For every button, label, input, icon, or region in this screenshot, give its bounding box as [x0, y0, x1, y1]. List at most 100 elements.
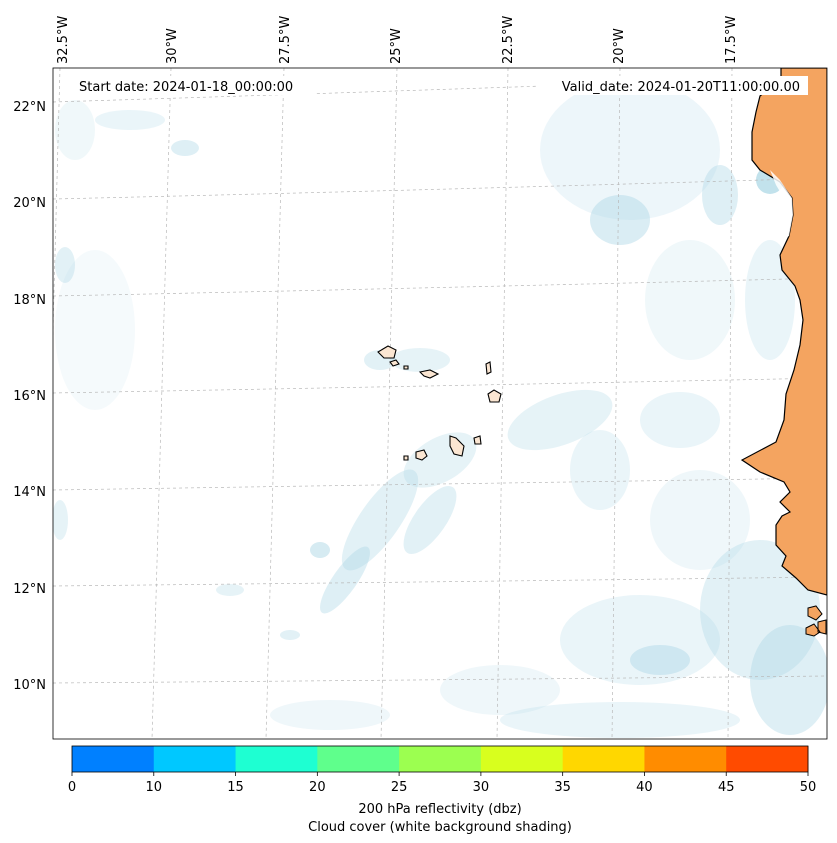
colorbar-tick-label: 0	[68, 780, 76, 795]
cloud-patch	[750, 625, 827, 735]
island-boa-vista	[487, 389, 502, 403]
cloud-patch	[341, 469, 419, 571]
latitude-label: 22°N	[13, 100, 46, 115]
latitude-label: 16°N	[13, 389, 46, 404]
cloud-patch	[55, 250, 135, 410]
cloud-patch	[645, 240, 735, 360]
longitude-label: 20°W	[612, 28, 627, 64]
latitude-gridline	[53, 177, 827, 200]
colorbar: 0 10 15 20 25 30 35 40 45 50 200 hPa reflectivity…	[68, 745, 816, 835]
longitude-labels: 32.5°W 30°W 27.5°W 25°W 22.5°W 20°W 17.5…	[56, 16, 739, 64]
graticule	[53, 68, 827, 739]
colorbar-sublabel: Cloud cover (white background shading)	[308, 820, 572, 835]
cloud-patch	[700, 540, 820, 680]
longitude-label: 32.5°W	[56, 16, 71, 64]
latitude-gridline	[53, 675, 827, 684]
colorbar-swatch	[399, 746, 482, 772]
longitude-gridline	[727, 68, 733, 739]
header: Start date: 2024-01-18_00:00:00 Valid_da…	[70, 76, 808, 95]
cloud-patch	[403, 485, 457, 555]
colorbar-tick-label: 20	[309, 780, 326, 795]
map-plot-area	[53, 68, 827, 739]
colorbar-tick-label: 50	[800, 780, 817, 795]
colorbar-ticks: 0 10 15 20 25 30 35 40 45 50	[68, 772, 816, 795]
cloud-patch	[440, 665, 560, 715]
colorbar-swatches	[72, 746, 809, 772]
cloud-patch	[310, 542, 330, 558]
longitude-gridline	[611, 68, 621, 739]
cloud-patch	[650, 470, 750, 570]
longitude-gridline	[151, 68, 172, 739]
colorbar-tick-label: 45	[718, 780, 735, 795]
cloud-patch	[390, 348, 450, 372]
colorbar-tick-label: 35	[554, 780, 571, 795]
latitude-gridline	[53, 277, 827, 297]
colorbar-swatch	[726, 746, 809, 772]
cloud-patch	[590, 195, 650, 245]
latitude-label: 20°N	[13, 196, 46, 211]
map-frame	[52, 67, 828, 740]
island-santo-antao	[377, 345, 397, 359]
cloud-patch	[216, 584, 244, 596]
latitude-label: 12°N	[13, 582, 46, 597]
island-sao-vicente	[389, 359, 400, 367]
colorbar-swatch	[153, 746, 237, 772]
island-fogo	[415, 449, 428, 461]
colorbar-swatch	[644, 746, 727, 772]
valid-date-box	[537, 76, 808, 95]
colorbar-tick-label: 40	[636, 780, 653, 795]
longitude-label: 27.5°W	[278, 16, 293, 64]
cloud-patch	[540, 80, 720, 220]
cloud-patch	[95, 110, 165, 130]
valid-date-label: Valid_date: 2024-01-20T11:00:00.00	[562, 80, 800, 95]
island-santa-luzia	[403, 365, 409, 370]
cloud-patch	[280, 630, 300, 640]
colorbar-swatch	[72, 746, 155, 772]
colorbar-tick-label: 10	[146, 780, 163, 795]
cloud-patch	[320, 546, 370, 614]
cloud-patch	[55, 247, 75, 283]
latitude-gridline	[53, 576, 827, 587]
colorbar-tick-label: 30	[473, 780, 490, 795]
colorbar-tick-label: 15	[227, 780, 244, 795]
longitude-gridline	[380, 68, 398, 739]
latitude-label: 14°N	[13, 485, 46, 500]
cloud-patch	[53, 500, 68, 540]
west-africa-coast-haze	[770, 170, 793, 238]
island-sal	[485, 361, 492, 375]
start-date-box	[70, 76, 316, 95]
longitude-label: 17.5°W	[724, 16, 739, 64]
cloud-cover-layer	[53, 80, 827, 738]
island-sao-nicolau	[418, 369, 440, 379]
colorbar-swatch	[480, 746, 564, 772]
africa-landmass	[740, 68, 827, 596]
island-santiago	[449, 435, 465, 457]
longitude-gridline	[496, 68, 509, 739]
guinea-bissau-islands	[805, 605, 827, 637]
colorbar-tick-label: 25	[391, 780, 408, 795]
colorbar-frame	[71, 745, 809, 773]
cape-verde-islands	[377, 345, 502, 461]
latitude-label: 18°N	[13, 293, 46, 308]
colorbar-swatch	[317, 746, 400, 772]
longitude-label: 25°W	[389, 28, 404, 64]
latitude-labels: 22°N 20°N 18°N 16°N 14°N 12°N 10°N	[13, 100, 46, 693]
cloud-patch	[500, 702, 740, 738]
start-date-label: Start date: 2024-01-18_00:00:00	[79, 80, 293, 95]
longitude-gridline	[265, 68, 285, 739]
latitude-label: 10°N	[13, 678, 46, 693]
cloud-patch	[171, 140, 199, 156]
longitude-label: 22.5°W	[501, 16, 516, 64]
colorbar-label: 200 hPa reflectivity (dbz)	[358, 802, 521, 817]
cloud-patch	[570, 430, 630, 510]
longitude-label: 30°W	[165, 28, 180, 64]
cloud-patch	[270, 700, 390, 730]
cloud-patch	[640, 392, 720, 448]
cloud-patch	[630, 645, 690, 675]
cloud-patch	[560, 595, 720, 685]
latitude-gridline	[53, 75, 827, 103]
cloud-patch	[55, 100, 95, 160]
colorbar-swatch	[562, 746, 645, 772]
colorbar-swatch	[235, 746, 318, 772]
